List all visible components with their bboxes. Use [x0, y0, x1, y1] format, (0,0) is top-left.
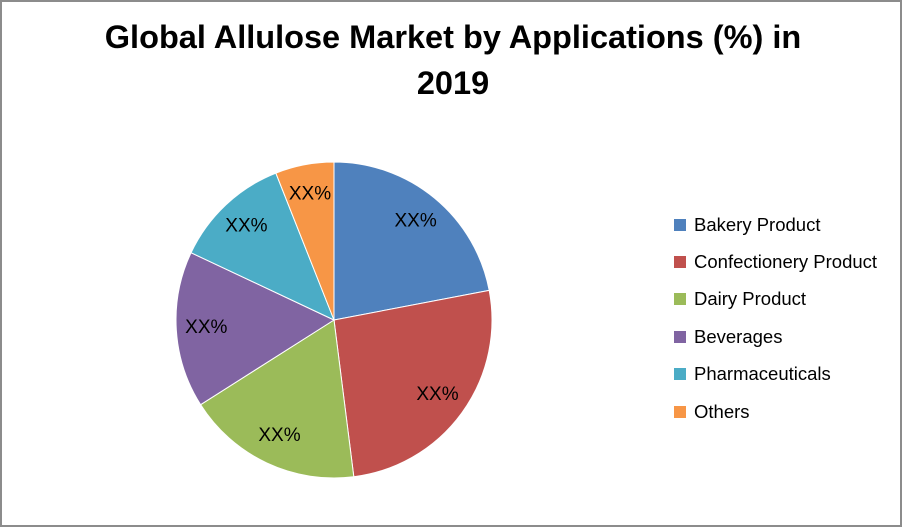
svg-text:XX%: XX%: [416, 384, 458, 405]
svg-text:XX%: XX%: [185, 317, 227, 338]
svg-text:XX%: XX%: [289, 183, 331, 204]
svg-text:XX%: XX%: [394, 210, 436, 231]
svg-text:XX%: XX%: [225, 216, 267, 237]
svg-text:XX%: XX%: [258, 425, 300, 446]
